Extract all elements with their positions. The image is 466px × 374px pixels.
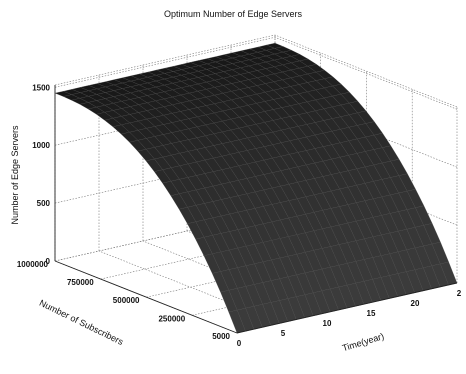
x-axis-label: Time(year) <box>341 331 385 353</box>
y-tick-label: 750000 <box>67 278 94 287</box>
y-tick-label: 1000000 <box>17 260 49 269</box>
z-axis-label: Number of Edge Servers <box>10 125 20 225</box>
surface-layer <box>54 42 458 334</box>
y-tick-label: 5000 <box>212 332 230 341</box>
z-tick-label: 1000 <box>32 141 50 150</box>
z-tick-label: 0 <box>46 257 51 266</box>
x-tick-label: 10 <box>323 319 332 328</box>
grid-line <box>274 37 458 110</box>
z-tick-label: 500 <box>37 199 51 208</box>
axis-layer <box>54 85 458 334</box>
y-tick-label: 250000 <box>158 314 185 323</box>
x-tick-label: 5 <box>281 329 286 338</box>
x-tick-label: 2 <box>457 289 462 298</box>
x-tick-label: 20 <box>411 299 420 308</box>
x-tick-label: 15 <box>367 309 376 318</box>
grid-line <box>274 34 458 108</box>
y-axis-line <box>54 260 238 334</box>
y-tick-label: 500000 <box>113 296 140 305</box>
tick-label-layer: 0 500 1000 1500 5000 250000 500000 750000 100000… <box>17 83 462 348</box>
x-tick-label: 0 <box>237 339 242 348</box>
grid-line <box>98 250 282 324</box>
z-tick-label: 1500 <box>32 83 50 92</box>
x-axis-line <box>236 282 458 334</box>
chart-title: Optimum Number of Edge Servers <box>164 9 303 19</box>
grid-line <box>142 240 326 314</box>
